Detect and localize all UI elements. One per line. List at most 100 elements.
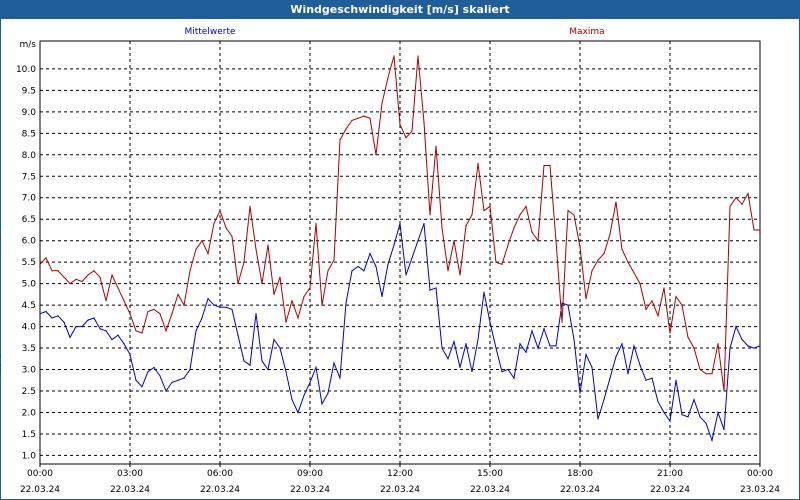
data-point bbox=[201, 240, 203, 242]
data-point bbox=[111, 338, 113, 341]
data-point bbox=[459, 274, 461, 276]
data-point bbox=[273, 338, 275, 341]
data-point bbox=[501, 371, 503, 373]
data-point bbox=[237, 334, 239, 336]
data-point bbox=[231, 235, 233, 237]
data-point bbox=[183, 304, 185, 306]
data-point bbox=[687, 416, 689, 418]
x-tick-time: 03:00 bbox=[117, 469, 143, 479]
x-tick-date: 22.03.24 bbox=[290, 485, 330, 495]
data-point bbox=[225, 227, 227, 229]
data-point bbox=[153, 308, 155, 311]
data-point bbox=[201, 317, 203, 319]
data-point bbox=[117, 287, 119, 289]
data-point bbox=[549, 164, 551, 167]
data-point bbox=[471, 371, 473, 373]
data-point bbox=[477, 162, 479, 164]
data-point bbox=[747, 192, 749, 195]
data-point bbox=[411, 130, 413, 132]
data-point bbox=[351, 119, 353, 122]
data-point bbox=[141, 332, 143, 334]
data-point bbox=[219, 210, 221, 212]
x-tick-date: 22.03.24 bbox=[20, 485, 60, 495]
data-point bbox=[603, 252, 605, 255]
data-point bbox=[513, 227, 515, 229]
data-point bbox=[0, 356, 1, 358]
data-point bbox=[723, 429, 725, 431]
data-point bbox=[717, 343, 719, 345]
data-point bbox=[345, 128, 347, 130]
data-point bbox=[381, 295, 383, 298]
data-point bbox=[333, 362, 335, 364]
data-point bbox=[531, 330, 533, 332]
data-point bbox=[117, 334, 119, 336]
data-point bbox=[279, 347, 281, 349]
data-point bbox=[0, 237, 1, 240]
y-tick-label: 4.5 bbox=[22, 301, 36, 311]
data-point bbox=[489, 321, 491, 323]
data-point bbox=[645, 379, 647, 381]
x-tick-date: 22.03.24 bbox=[110, 485, 150, 495]
data-point bbox=[123, 343, 125, 345]
data-point bbox=[405, 137, 407, 139]
x-tick-time: 06:00 bbox=[207, 469, 233, 479]
data-point bbox=[87, 319, 89, 321]
data-point bbox=[633, 272, 635, 274]
data-point bbox=[483, 210, 485, 212]
data-point bbox=[405, 274, 407, 276]
data-point bbox=[687, 336, 689, 338]
data-point bbox=[561, 321, 563, 323]
data-point bbox=[729, 205, 731, 207]
data-point bbox=[339, 139, 341, 141]
data-point bbox=[279, 276, 281, 278]
data-point bbox=[573, 338, 575, 341]
data-point bbox=[81, 280, 83, 283]
y-tick-label: 9.0 bbox=[22, 108, 37, 118]
data-point bbox=[639, 283, 641, 285]
data-point bbox=[123, 300, 125, 302]
data-point bbox=[675, 295, 677, 298]
data-point bbox=[159, 375, 161, 377]
data-point bbox=[561, 302, 563, 304]
data-point bbox=[621, 343, 623, 345]
data-point bbox=[579, 246, 581, 248]
data-point bbox=[51, 270, 53, 272]
x-tick-time: 00:00 bbox=[747, 469, 773, 479]
data-point bbox=[603, 398, 605, 401]
data-point bbox=[273, 293, 275, 295]
data-point bbox=[741, 338, 743, 341]
data-point bbox=[327, 270, 329, 272]
data-point bbox=[147, 310, 149, 313]
data-point bbox=[207, 252, 209, 255]
data-point bbox=[333, 259, 335, 261]
y-tick-label: 8.5 bbox=[22, 129, 36, 139]
data-point bbox=[219, 306, 221, 308]
data-point bbox=[663, 287, 665, 289]
data-point bbox=[711, 373, 713, 375]
data-point bbox=[609, 377, 611, 379]
data-point bbox=[243, 360, 245, 362]
data-point bbox=[375, 154, 377, 156]
data-point bbox=[63, 276, 65, 278]
data-point bbox=[0, 368, 1, 371]
data-point bbox=[255, 248, 257, 250]
data-point bbox=[585, 298, 587, 300]
data-point bbox=[81, 325, 83, 328]
data-point bbox=[249, 364, 251, 366]
data-point bbox=[681, 414, 683, 416]
y-tick-label: 4.0 bbox=[22, 323, 37, 333]
data-point bbox=[705, 422, 707, 424]
data-point bbox=[321, 304, 323, 306]
y-axis-unit-label: m/s bbox=[20, 40, 37, 50]
data-point bbox=[495, 261, 497, 263]
data-point bbox=[651, 377, 653, 379]
data-point bbox=[669, 332, 671, 334]
y-tick-label: 10.0 bbox=[16, 65, 36, 75]
data-point bbox=[651, 300, 653, 302]
data-point bbox=[447, 270, 449, 272]
data-point bbox=[645, 308, 647, 311]
data-point bbox=[597, 418, 599, 420]
data-point bbox=[717, 411, 719, 414]
data-point bbox=[747, 345, 749, 347]
data-point bbox=[459, 366, 461, 368]
